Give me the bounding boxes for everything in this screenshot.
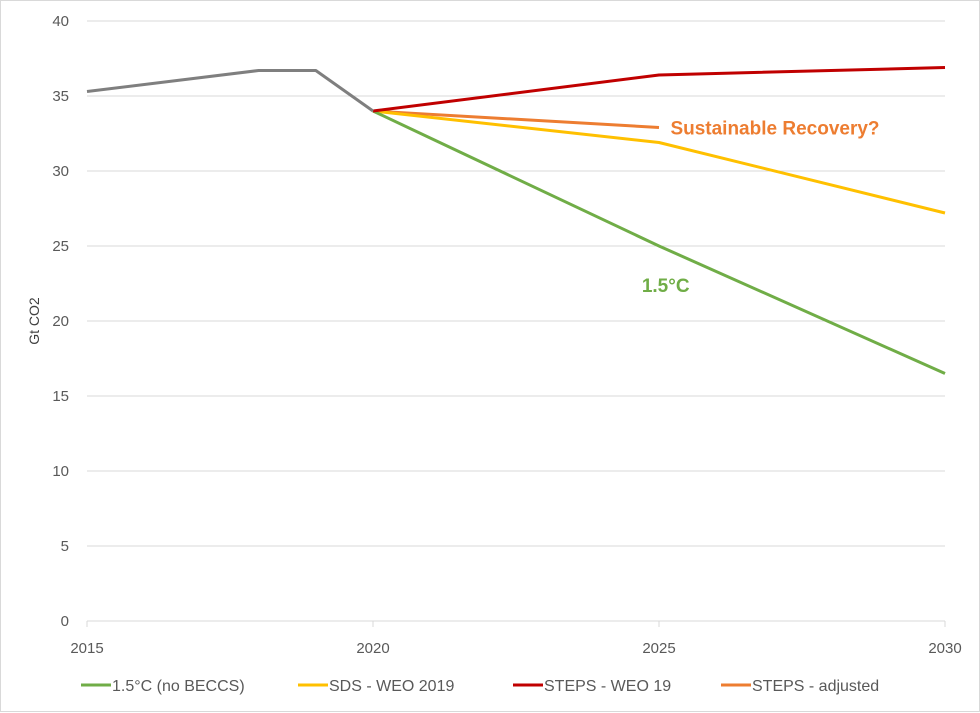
y-tick-label: 35 bbox=[52, 88, 69, 105]
y-tick-label: 10 bbox=[52, 463, 69, 480]
annotations: Sustainable Recovery? 1.5°C bbox=[642, 119, 880, 298]
legend-item: STEPS - adjusted bbox=[721, 678, 879, 695]
legend-item: STEPS - WEO 19 bbox=[513, 678, 671, 695]
series-line-steps bbox=[372, 66, 946, 113]
y-axis-title: Gt CO2 bbox=[26, 297, 42, 345]
legend-item: 1.5°C (no BECCS) bbox=[81, 678, 245, 695]
x-tick-label: 2030 bbox=[928, 640, 961, 657]
legend: 1.5°C (no BECCS) SDS - WEO 2019 STEPS - WE… bbox=[81, 678, 879, 695]
gridlines bbox=[87, 20, 945, 622]
x-tick-label: 2020 bbox=[356, 640, 389, 657]
y-tick-label: 20 bbox=[52, 313, 69, 330]
y-tick-label: 40 bbox=[52, 13, 69, 30]
legend-label: STEPS - WEO 19 bbox=[544, 678, 671, 695]
y-tick-label: 5 bbox=[61, 538, 69, 555]
y-tick-label: 15 bbox=[52, 388, 69, 405]
y-tick-label: 25 bbox=[52, 238, 69, 255]
x-tick-label: 2025 bbox=[642, 640, 675, 657]
x-tick-labels: 2015 2020 2025 2030 bbox=[70, 621, 962, 657]
series-lines bbox=[86, 66, 946, 375]
legend-item: SDS - WEO 2019 bbox=[298, 678, 454, 695]
x-tick-label: 2015 bbox=[70, 640, 103, 657]
annotation-label: 1.5°C bbox=[642, 276, 690, 297]
legend-label: STEPS - adjusted bbox=[752, 678, 879, 695]
y-tick-labels: 0 5 10 15 20 25 30 35 40 bbox=[52, 13, 69, 630]
series-line-sds bbox=[372, 109, 946, 215]
legend-label: 1.5°C (no BECCS) bbox=[112, 678, 245, 695]
y-tick-label: 30 bbox=[52, 163, 69, 180]
annotation-label: Sustainable Recovery? bbox=[670, 119, 879, 140]
series-line-1-5c bbox=[372, 109, 946, 375]
series-line-historical bbox=[86, 69, 374, 113]
legend-label: SDS - WEO 2019 bbox=[329, 678, 454, 695]
y-tick-label: 0 bbox=[61, 613, 69, 630]
series-line-steps-adjusted bbox=[372, 109, 660, 129]
